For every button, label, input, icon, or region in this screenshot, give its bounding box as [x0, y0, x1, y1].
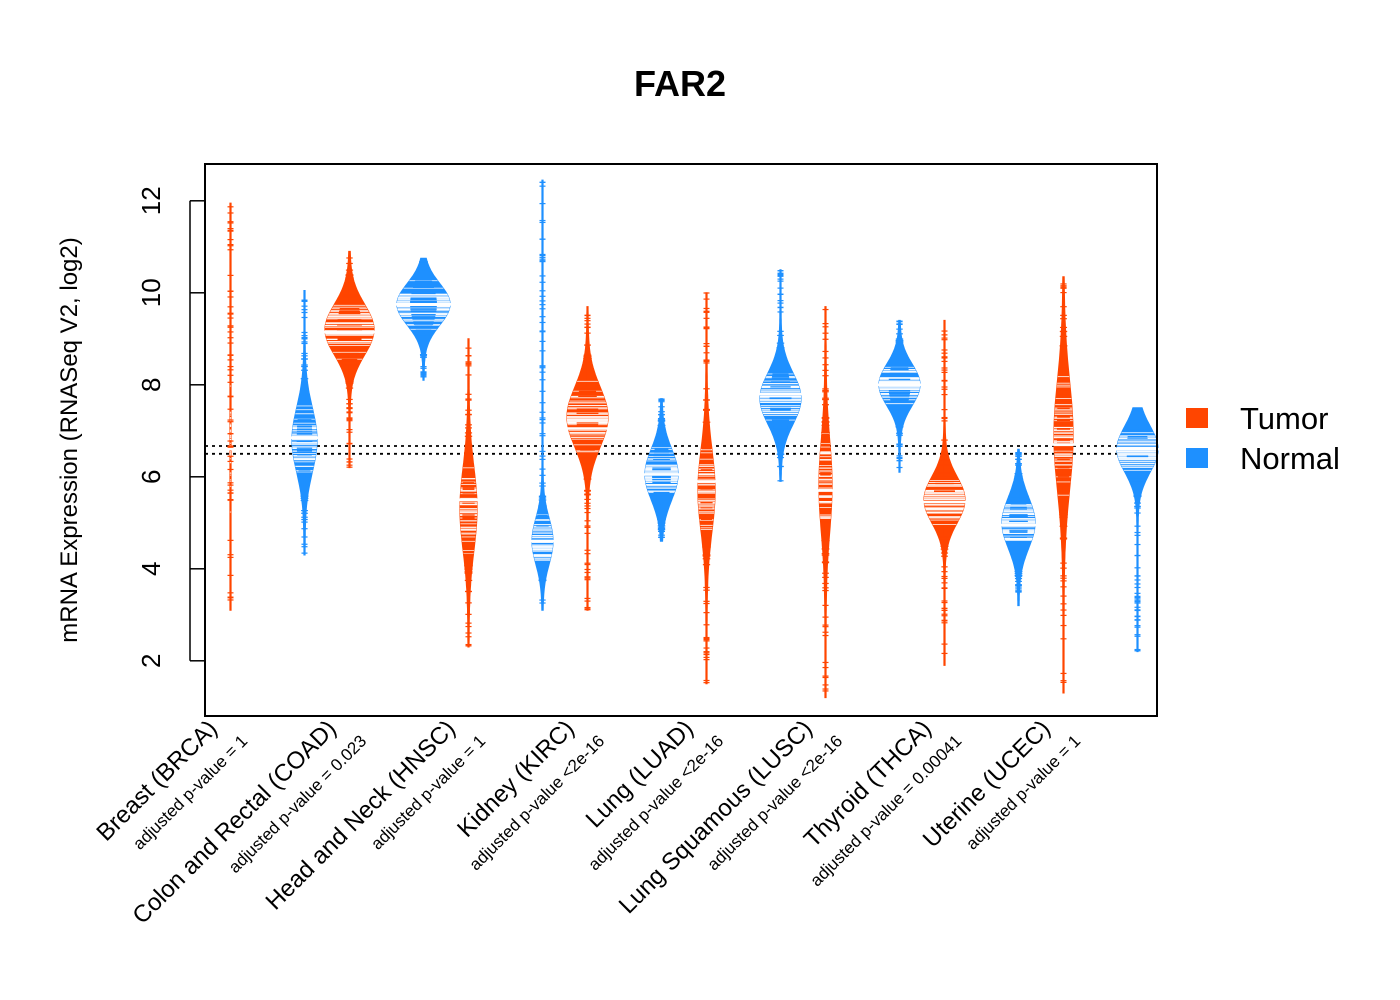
legend-label: Normal: [1240, 441, 1340, 476]
y-tick-label: 6: [136, 470, 166, 484]
y-tick-label: 2: [136, 654, 166, 668]
legend: Tumor Normal: [1186, 401, 1340, 476]
normal-bean: [641, 398, 682, 542]
y-tick-label: 12: [136, 186, 166, 215]
legend-swatch: [1186, 408, 1208, 428]
tumor-bean: [321, 250, 378, 469]
y-tick-label: 8: [136, 378, 166, 392]
legend-label: Tumor: [1240, 401, 1328, 436]
normal-bean: [875, 319, 924, 473]
legend-swatch: [1186, 448, 1208, 468]
y-axis: 2 4 6 8 10 12: [136, 186, 205, 668]
tumor-bean-lines: [818, 432, 833, 519]
tumor-bean: [563, 306, 612, 611]
tumor-bean: [694, 292, 719, 685]
normal-bean: [1113, 407, 1162, 653]
tumor-bean: [920, 319, 969, 666]
tumor-bean: [456, 338, 481, 648]
plot-frame: [204, 163, 1158, 717]
tumor-bean: [226, 202, 235, 611]
bean-layer: [226, 179, 1162, 699]
y-axis-label: mRNA Expression (RNASeq V2, log2): [56, 237, 83, 643]
tumor-bean: [815, 306, 836, 699]
normal-bean: [393, 257, 454, 381]
normal-bean-lines: [1116, 432, 1159, 471]
normal-bean: [998, 448, 1039, 607]
y-tick-label: 4: [136, 562, 166, 576]
normal-bean: [528, 179, 557, 611]
y-tick-label: 10: [136, 278, 166, 307]
reference-lines: [205, 445, 1157, 455]
chart-title: FAR2: [634, 63, 726, 104]
normal-bean: [288, 290, 321, 556]
tumor-bean: [1050, 276, 1077, 694]
normal-bean: [756, 269, 805, 482]
